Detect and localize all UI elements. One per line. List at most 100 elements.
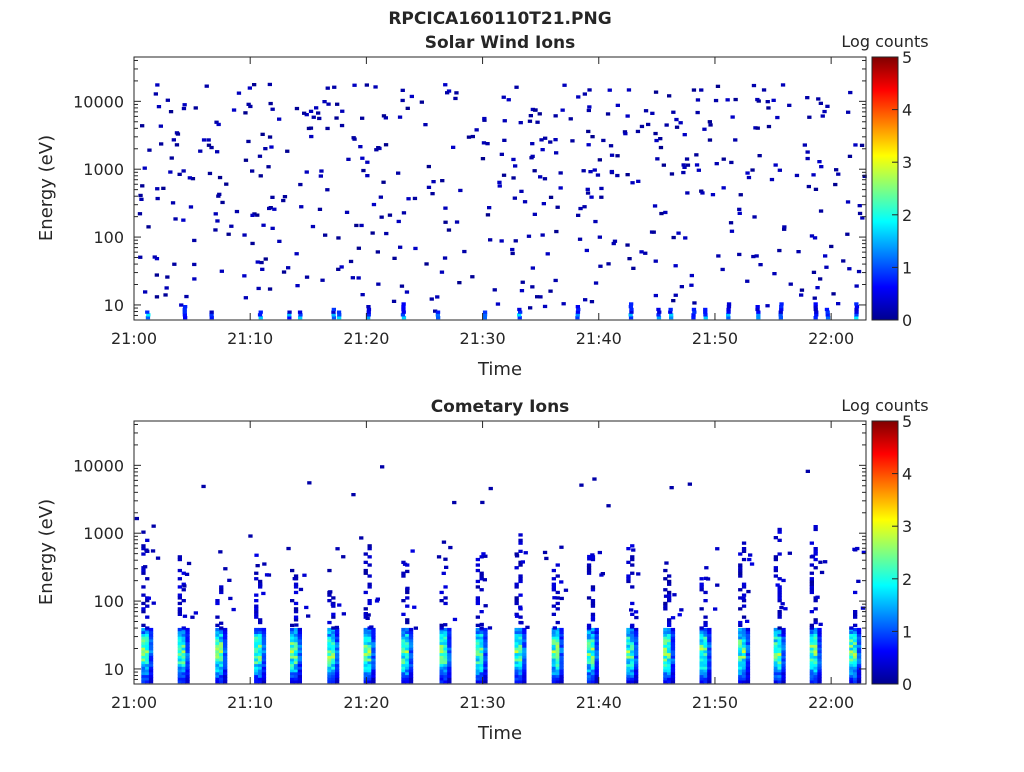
spectrogram-cell-801 <box>514 669 519 673</box>
spectrogram-cell-242 <box>218 550 223 554</box>
spectrogram-cell-363 <box>297 680 302 684</box>
spectrogram-cell-750 <box>479 636 484 640</box>
spectrogram-cell-592 <box>703 313 708 317</box>
spectrogram-cell-325 <box>290 674 295 678</box>
spectrogram-cell-682 <box>447 677 452 681</box>
spectrogram-cell-1499 <box>813 627 818 632</box>
spectrogram-cell-0 <box>311 115 316 119</box>
spectrogram-cell-698 <box>447 633 452 637</box>
spectrogram-cell-456 <box>335 641 340 645</box>
spectrogram-cell-42 <box>684 157 690 161</box>
spectrogram-cell-367 <box>297 669 302 673</box>
spectrogram-cell-358 <box>293 638 299 643</box>
spectrogram-cell-128 <box>809 234 815 238</box>
spectrogram-cell-178 <box>294 106 300 111</box>
spectrogram-cell-529 <box>371 652 376 656</box>
spectrogram-cell-644 <box>439 671 444 676</box>
spectrogram-cell-510 <box>367 649 372 654</box>
spectrogram-cell-603 <box>408 680 414 684</box>
spectrogram-cell-1484 <box>813 669 818 673</box>
solar-wind-xlabel: Time <box>477 359 522 380</box>
spectrogram-cell-1223 <box>699 641 704 645</box>
spectrogram-cell-468 <box>327 599 332 603</box>
spectrogram-cell-865 <box>514 585 519 589</box>
spectrogram-cell-619 <box>408 636 414 640</box>
spectrogram-cell-316 <box>510 251 515 256</box>
spectrogram-cell-1514 <box>817 641 822 645</box>
spectrogram-cell-1029 <box>590 604 596 608</box>
spectrogram-cell-302 <box>261 627 267 632</box>
spectrogram-cell-885 <box>551 677 556 681</box>
spectrogram-cell-489 <box>519 189 524 193</box>
spectrogram-cell-1095 <box>634 658 639 662</box>
spectrogram-cell-330 <box>290 660 295 665</box>
spectrogram-cell-864 <box>518 593 523 597</box>
spectrogram-cell-1085 <box>630 630 635 634</box>
spectrogram-cell-335 <box>317 116 322 121</box>
spectrogram-cell-729 <box>475 638 480 643</box>
spectrogram-cell-1474 <box>809 641 814 645</box>
spectrogram-cell-728 <box>475 641 480 645</box>
spectrogram-cell-1397 <box>777 669 782 673</box>
spectrogram-cell-1264 <box>707 638 712 643</box>
x-tick-label-3: 21:30 <box>460 693 506 712</box>
spectrogram-cell-503 <box>367 669 372 673</box>
spectrogram-cell-1315 <box>741 655 747 659</box>
spectrogram-cell-16 <box>141 636 146 640</box>
spectrogram-cell-1175 <box>670 658 676 662</box>
spectrogram-cell-733 <box>475 627 480 632</box>
spectrogram-cell-1387 <box>773 641 778 645</box>
spectrogram-cell-288 <box>261 666 267 670</box>
colorbar-tick-label-0: 0 <box>902 675 912 694</box>
spectrogram-cell-655 <box>439 641 444 645</box>
spectrogram-cell-950 <box>555 590 560 595</box>
spectrogram-cell-93 <box>177 663 182 667</box>
spectrogram-cell-1121 <box>631 548 636 552</box>
spectrogram-cell-386 <box>277 117 282 121</box>
spectrogram-cell-559 <box>375 597 380 601</box>
spectrogram-cell-421 <box>327 627 332 632</box>
spectrogram-cell-1386 <box>773 644 778 648</box>
spectrogram-cell-1389 <box>773 636 778 640</box>
spectrogram-cell-308 <box>653 293 658 298</box>
spectrogram-cell-480 <box>363 677 368 681</box>
spectrogram-cell-376 <box>177 172 182 176</box>
spectrogram-cell-75 <box>316 111 321 115</box>
spectrogram-cell-160 <box>177 568 182 573</box>
spectrogram-cell-1130 <box>663 671 668 676</box>
spectrogram-cell-1422 <box>781 655 786 659</box>
spectrogram-cell-1148 <box>667 677 672 681</box>
spectrogram-cell-422 <box>737 211 742 215</box>
spectrogram-cell-1173 <box>670 663 676 667</box>
spectrogram-cell-1493 <box>813 644 818 648</box>
spectrogram-cell-1552 <box>849 677 854 681</box>
spectrogram-cell-1004 <box>594 680 599 684</box>
spectrogram-cell-496 <box>363 633 368 637</box>
spectrogram-cell-1376 <box>773 671 778 676</box>
spectrogram-cell-829 <box>518 647 523 651</box>
spectrogram-cell-1335 <box>745 655 751 659</box>
spectrogram-cell-1404 <box>777 649 782 654</box>
spectrogram-cell-437 <box>816 97 821 101</box>
spectrogram-cell-344 <box>859 143 865 147</box>
spectrogram-cell-646 <box>439 666 444 670</box>
spectrogram-cell-935 <box>559 649 564 654</box>
spectrogram-cell-887 <box>551 671 556 676</box>
spectrogram-cell-659 <box>439 630 444 634</box>
spectrogram-cell-1374 <box>773 677 778 681</box>
spectrogram-cell-1093 <box>634 663 639 667</box>
spectrogram-cell-664 <box>443 671 448 676</box>
spectrogram-cell-558 <box>436 316 441 320</box>
spectrogram-cell-373 <box>297 652 302 656</box>
spectrogram-cell-800 <box>514 671 519 676</box>
spectrogram-cell-1042 <box>587 557 592 561</box>
spectrogram-cell-1636 <box>351 493 356 497</box>
spectrogram-cell-264 <box>258 677 263 681</box>
spectrogram-cell-1430 <box>781 633 786 637</box>
spectrogram-cell-81 <box>753 126 758 130</box>
spectrogram-cell-1449 <box>777 552 782 556</box>
spectrogram-cell-1457 <box>783 607 788 611</box>
spectrogram-cell-603 <box>756 310 761 314</box>
spectrogram-cell-680 <box>443 627 448 632</box>
spectrogram-cell-149 <box>177 610 182 614</box>
